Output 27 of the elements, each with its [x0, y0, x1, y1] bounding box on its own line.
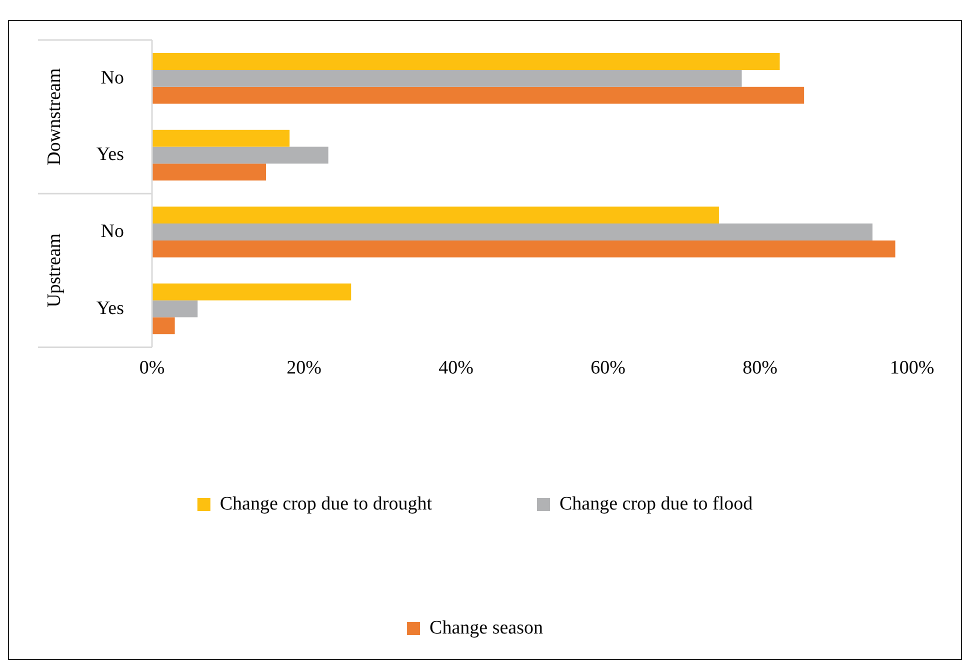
bar [152, 53, 780, 70]
bar [152, 206, 719, 224]
bar [152, 164, 266, 181]
bar [152, 70, 742, 87]
x-tick-label: 60% [590, 358, 626, 379]
legend-label: Change crop due to drought [220, 493, 433, 514]
bar [152, 300, 198, 318]
bar [152, 224, 872, 240]
text: Upstream [44, 233, 65, 308]
x-tick-label: 100% [890, 358, 934, 379]
y-tick-label: Yes [96, 144, 124, 166]
x-tick-label: 80% [742, 358, 778, 379]
bar [152, 240, 896, 258]
bar [152, 146, 328, 164]
x-tick-label: 0% [139, 358, 165, 379]
text: Downstream [44, 68, 65, 166]
bar [152, 130, 290, 147]
bar [152, 283, 352, 300]
y-tick-label: Yes [96, 298, 124, 319]
x-tick-label: 20% [286, 358, 322, 379]
bar [152, 317, 175, 334]
legend-label: Change season [430, 617, 544, 638]
y-tick-label: No [100, 220, 124, 242]
y-tick-label: No [100, 67, 124, 88]
x-tick-label: 40% [438, 358, 474, 379]
bar [152, 86, 804, 104]
legend-label: Change crop due to flood [560, 493, 754, 514]
